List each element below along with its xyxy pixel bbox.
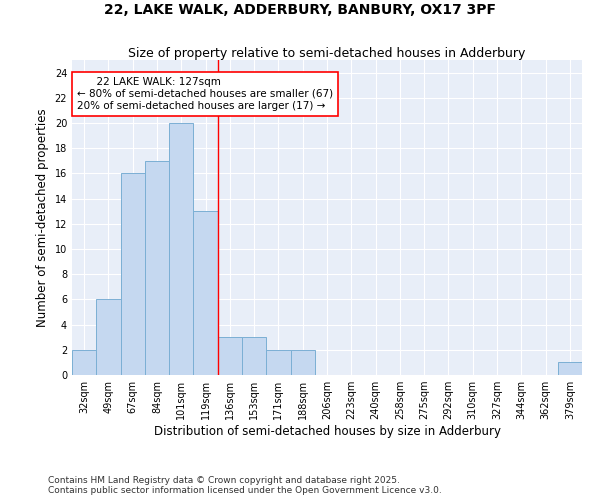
Text: Contains HM Land Registry data © Crown copyright and database right 2025.
Contai: Contains HM Land Registry data © Crown c… (48, 476, 442, 495)
Bar (242, 337, 266, 375)
Y-axis label: Number of semi-detached properties: Number of semi-detached properties (36, 108, 49, 327)
Bar (558, 362, 582, 375)
X-axis label: Distribution of semi-detached houses by size in Adderbury: Distribution of semi-detached houses by … (154, 425, 500, 438)
Bar (193, 211, 218, 375)
Bar (72, 350, 96, 375)
Title: Size of property relative to semi-detached houses in Adderbury: Size of property relative to semi-detach… (128, 47, 526, 60)
Text: 22 LAKE WALK: 127sqm
← 80% of semi-detached houses are smaller (67)
20% of semi-: 22 LAKE WALK: 127sqm ← 80% of semi-detac… (77, 78, 333, 110)
Bar (145, 161, 169, 375)
Text: 22, LAKE WALK, ADDERBURY, BANBURY, OX17 3PF: 22, LAKE WALK, ADDERBURY, BANBURY, OX17 … (104, 2, 496, 16)
Bar (266, 350, 290, 375)
Bar (169, 123, 193, 375)
Bar (218, 337, 242, 375)
Bar (96, 300, 121, 375)
Bar (121, 174, 145, 375)
Bar (290, 350, 315, 375)
